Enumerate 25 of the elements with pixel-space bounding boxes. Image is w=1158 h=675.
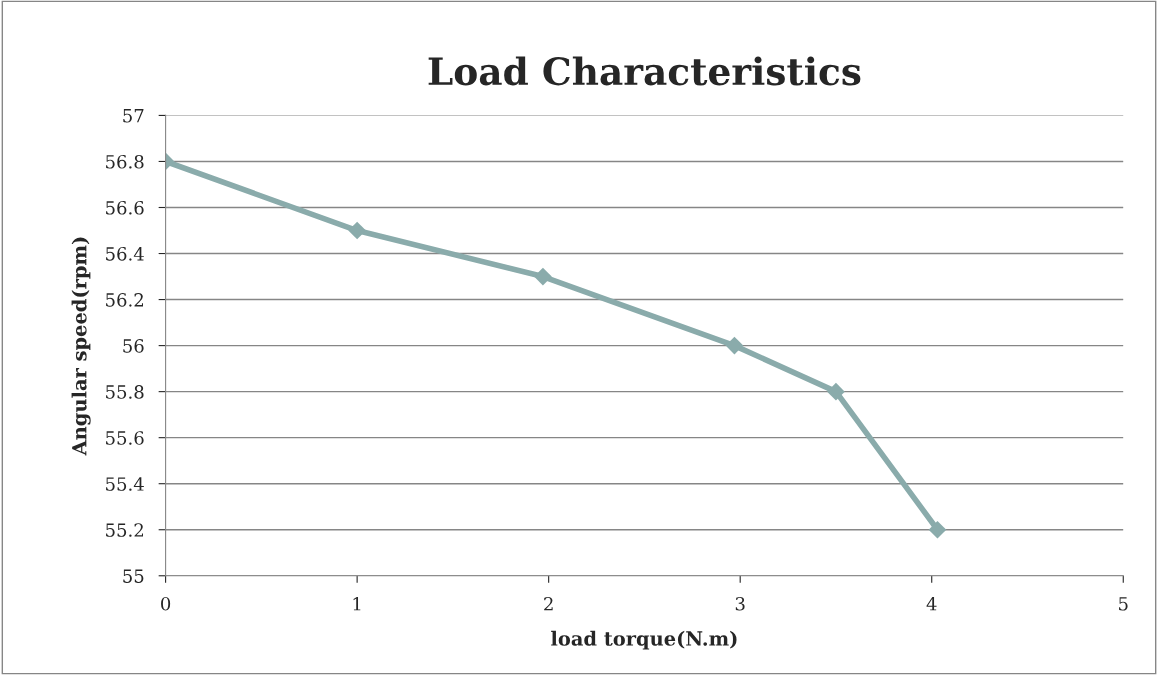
x-tick-label: 0 <box>161 596 171 611</box>
x-tick-label: 5 <box>1119 597 1128 611</box>
y-tick-label: 56.8 <box>106 154 144 169</box>
y-tick-label: 55.4 <box>106 477 144 491</box>
x-tick-label: 1 <box>353 596 361 611</box>
y-axis-title: Angular speed(rpm) <box>71 237 91 456</box>
y-tick-label: 55.8 <box>106 385 144 399</box>
x-tick-label: 3 <box>735 596 745 611</box>
x-axis-title: load torque(N.m) <box>551 630 737 650</box>
chart-title: Load Characteristics <box>428 56 861 86</box>
y-tick-label: 56.6 <box>106 200 144 215</box>
point <box>928 520 947 539</box>
point <box>348 221 366 240</box>
y-tick-label: 55.6 <box>106 431 144 445</box>
x-tick-label: 4 <box>926 596 937 611</box>
y-tick-label: 55.2 <box>106 523 143 537</box>
point <box>725 336 744 355</box>
y-tick-label: 56.2 <box>106 293 143 307</box>
y-tick-label: 56.4 <box>106 246 144 261</box>
y-tick-label: 57 <box>123 109 144 123</box>
y-tick-label: 55 <box>123 569 144 583</box>
point <box>827 382 845 401</box>
point <box>534 267 552 286</box>
x-tick-label: 2 <box>544 596 553 611</box>
y-tick-label: 56 <box>123 339 144 353</box>
